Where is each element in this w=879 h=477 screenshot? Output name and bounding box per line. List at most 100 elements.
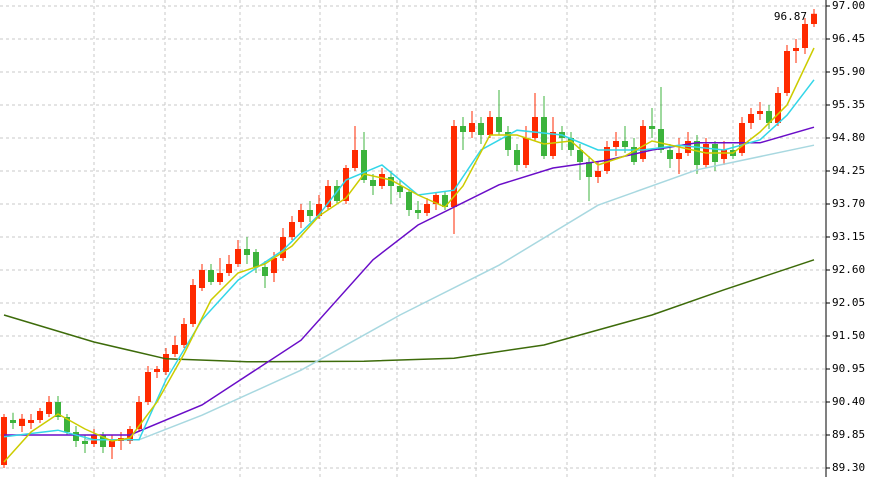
candle-body	[613, 141, 619, 147]
candle-body	[802, 24, 808, 48]
candle-body	[82, 441, 88, 444]
candle-body	[793, 48, 799, 51]
ma-line	[85, 144, 815, 441]
candle-body	[595, 171, 601, 177]
candle-body	[622, 141, 628, 147]
candle-body	[505, 132, 511, 150]
candle-body	[721, 150, 727, 159]
candle-body	[10, 420, 16, 423]
candle-body	[262, 267, 268, 276]
candle-body	[460, 126, 466, 132]
y-tick-label: 90.95	[832, 362, 865, 375]
candle-body	[496, 117, 502, 132]
candle-body	[667, 150, 673, 159]
candle-body	[370, 180, 376, 186]
candle-body	[226, 264, 232, 273]
candle-body	[145, 372, 151, 402]
y-tick-label: 92.05	[832, 296, 865, 309]
candle-body	[478, 123, 484, 135]
candle-body	[703, 144, 709, 165]
candle-body	[514, 150, 520, 165]
candle-body	[451, 126, 457, 207]
candle-body	[73, 432, 79, 441]
candle-body	[415, 210, 421, 213]
candle-body	[739, 123, 745, 153]
y-tick-label: 96.45	[832, 32, 865, 45]
candle-body	[532, 117, 538, 138]
candle-body	[154, 369, 160, 372]
ma-line	[3, 79, 815, 441]
candle-body	[280, 237, 286, 258]
y-tick-label: 95.90	[832, 65, 865, 78]
candle-body	[343, 168, 349, 201]
candle-body	[649, 126, 655, 129]
ma-line	[3, 47, 815, 463]
candle-body	[586, 162, 592, 177]
candle-body	[181, 324, 187, 345]
candle-body	[676, 153, 682, 159]
candle-body	[748, 114, 754, 123]
y-tick-label: 93.70	[832, 197, 865, 210]
candle-body	[199, 270, 205, 288]
candle-body	[361, 150, 367, 180]
ma-line	[3, 259, 815, 363]
candle-body	[334, 186, 340, 201]
candle-body	[784, 51, 790, 93]
candle-body	[100, 435, 106, 447]
candle-body	[775, 93, 781, 123]
price-annotation: 96.87	[774, 10, 807, 23]
candle-body	[487, 117, 493, 135]
candle-body	[541, 117, 547, 156]
candle-body	[640, 126, 646, 159]
candle-body	[307, 210, 313, 216]
candle-body	[271, 258, 277, 273]
candle-body	[433, 195, 439, 204]
y-tick-label: 90.40	[832, 395, 865, 408]
candle-body	[136, 402, 142, 429]
candle-body	[604, 147, 610, 171]
candle-body	[442, 195, 448, 207]
v-grid	[93, 0, 734, 477]
candle-body	[550, 132, 556, 156]
candle-body	[568, 138, 574, 150]
candle-body	[811, 13, 817, 24]
candle-body	[523, 138, 529, 165]
y-tick-label: 89.30	[832, 461, 865, 474]
y-tick-label: 92.60	[832, 263, 865, 276]
candle-body	[244, 249, 250, 255]
candle-body	[379, 174, 385, 186]
y-tick-label: 93.15	[832, 230, 865, 243]
candle-body	[469, 123, 475, 132]
candle-body	[217, 273, 223, 282]
candle-body	[388, 177, 394, 186]
candle-body	[109, 441, 115, 447]
y-tick-label: 91.50	[832, 329, 865, 342]
candle-body	[658, 129, 664, 150]
candle-body	[163, 354, 169, 372]
candle-body	[298, 210, 304, 222]
candle-body	[190, 285, 196, 324]
candle-body	[235, 249, 241, 264]
candle-body	[64, 417, 70, 432]
candle-body	[577, 150, 583, 162]
candle-body	[1, 417, 7, 465]
candle-body	[316, 204, 322, 216]
candle-body	[172, 345, 178, 354]
candle-body	[685, 141, 691, 153]
candle-body	[352, 150, 358, 168]
candle-body	[289, 222, 295, 237]
candle-body	[766, 111, 772, 123]
y-tick-label: 94.25	[832, 164, 865, 177]
candle-body	[28, 420, 34, 423]
candle-body	[55, 402, 61, 417]
candle-body	[694, 141, 700, 165]
candle-body	[325, 186, 331, 207]
candle-body	[208, 270, 214, 282]
candle-body	[46, 402, 52, 414]
y-tick-label: 95.35	[832, 98, 865, 111]
candle-body	[757, 111, 763, 114]
y-tick-label: 89.85	[832, 428, 865, 441]
candle-body	[37, 411, 43, 420]
candle-body	[424, 204, 430, 213]
